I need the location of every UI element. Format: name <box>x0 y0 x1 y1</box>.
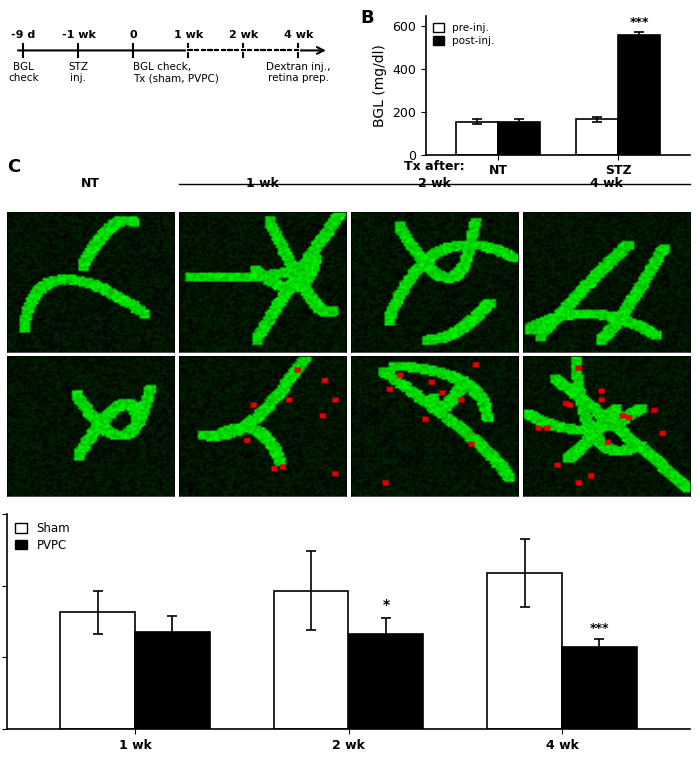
Bar <box>135 632 210 729</box>
Text: Dextran inj.,
retina prep.: Dextran inj., retina prep. <box>266 62 330 83</box>
Text: -9 d: -9 d <box>11 31 36 40</box>
Bar <box>562 648 636 729</box>
Text: STZ
inj.: STZ inj. <box>68 62 89 83</box>
Text: BGL check,
Tx (sham, PVPC): BGL check, Tx (sham, PVPC) <box>133 62 220 83</box>
Text: 4 wk: 4 wk <box>284 31 313 40</box>
Text: C: C <box>7 158 20 176</box>
Bar <box>348 634 423 729</box>
Text: ***: *** <box>590 622 609 635</box>
Bar <box>274 591 348 729</box>
Text: Tx after:: Tx after: <box>404 160 465 173</box>
Text: NT: NT <box>81 177 100 191</box>
Text: 1 wk: 1 wk <box>174 31 203 40</box>
Text: ***: *** <box>629 16 649 28</box>
Y-axis label: Sham: Sham <box>0 262 3 301</box>
Bar <box>498 122 540 154</box>
Text: 1 wk: 1 wk <box>246 177 279 191</box>
Bar <box>456 122 498 154</box>
Text: 2 wk: 2 wk <box>229 31 258 40</box>
Text: *: * <box>382 598 390 612</box>
Bar <box>618 35 660 154</box>
Bar <box>61 612 135 729</box>
Text: B: B <box>360 9 374 27</box>
Text: -1 wk: -1 wk <box>61 31 95 40</box>
Legend: pre-inj., post-inj.: pre-inj., post-inj. <box>431 21 496 48</box>
Bar <box>576 119 618 154</box>
Text: 2 wk: 2 wk <box>418 177 451 191</box>
Legend: Sham, PVPC: Sham, PVPC <box>13 520 72 554</box>
Text: BGL
check: BGL check <box>8 62 39 83</box>
Y-axis label: BGL (mg/dl): BGL (mg/dl) <box>373 44 387 127</box>
Text: 4 wk: 4 wk <box>590 177 623 191</box>
Y-axis label: PVPC: PVPC <box>0 407 3 445</box>
Text: 0: 0 <box>130 31 137 40</box>
Bar <box>487 573 562 729</box>
